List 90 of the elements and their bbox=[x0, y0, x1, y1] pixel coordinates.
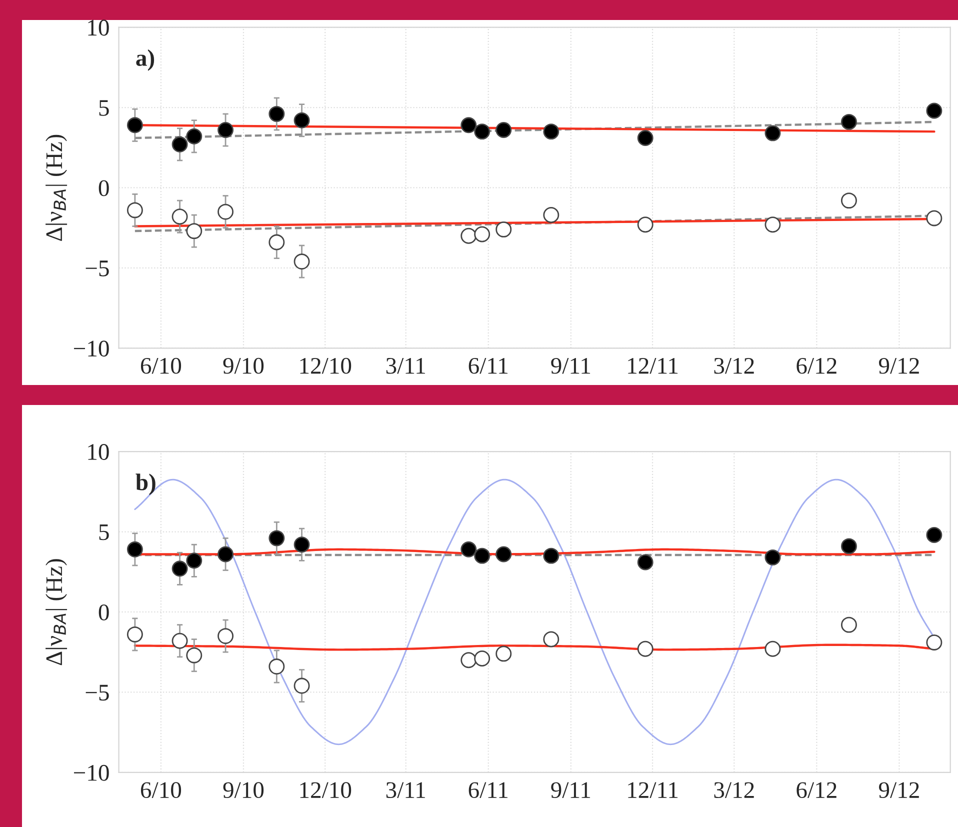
point bbox=[637, 554, 654, 570]
point bbox=[637, 640, 654, 657]
x-tick-label: 9/11 bbox=[551, 782, 590, 798]
x-tick-label: 6/12 bbox=[796, 782, 836, 798]
point bbox=[218, 546, 234, 562]
point bbox=[186, 223, 202, 240]
point bbox=[172, 136, 188, 152]
x-tick-label: 6/10 bbox=[140, 782, 182, 798]
x-tick-label: 9/11 bbox=[551, 358, 590, 374]
point bbox=[840, 192, 857, 209]
point bbox=[186, 128, 202, 144]
point bbox=[926, 526, 942, 543]
point bbox=[268, 234, 285, 250]
point bbox=[840, 114, 857, 130]
y-tick-label: −5 bbox=[86, 684, 109, 701]
y-tick-label: −5 bbox=[86, 260, 109, 276]
point bbox=[764, 549, 781, 566]
point bbox=[268, 106, 285, 122]
point bbox=[186, 647, 202, 664]
x-tick-label: 3/11 bbox=[386, 782, 425, 798]
x-tick-label: 3/12 bbox=[714, 358, 754, 374]
point bbox=[460, 228, 477, 244]
point bbox=[268, 530, 285, 546]
point bbox=[840, 538, 857, 554]
point bbox=[543, 548, 560, 564]
point bbox=[926, 634, 942, 650]
point bbox=[764, 640, 781, 657]
point bbox=[294, 536, 310, 553]
y-tick-label: 10 bbox=[88, 20, 109, 36]
y-tick-label: −10 bbox=[74, 764, 109, 781]
point bbox=[543, 631, 560, 648]
point bbox=[460, 117, 477, 134]
point bbox=[637, 216, 654, 233]
point bbox=[126, 202, 143, 218]
point bbox=[126, 541, 143, 558]
annotation: b) bbox=[136, 474, 156, 496]
point bbox=[294, 112, 310, 128]
y-axis-title: Δ|ν$_{BA}$| (Hz) bbox=[46, 134, 68, 241]
point bbox=[543, 207, 560, 223]
point bbox=[474, 548, 490, 564]
y-tick-label: 10 bbox=[88, 444, 109, 460]
y-tick-label: 0 bbox=[98, 604, 109, 620]
point bbox=[496, 646, 512, 662]
point bbox=[474, 124, 490, 140]
point bbox=[126, 626, 143, 642]
x-tick-label: 6/12 bbox=[796, 358, 836, 374]
point bbox=[218, 204, 234, 220]
x-tick-label: 3/12 bbox=[714, 782, 754, 798]
x-tick-label: 9/10 bbox=[223, 358, 264, 374]
x-tick-label: 6/10 bbox=[140, 358, 182, 374]
x-tick-label: 3/11 bbox=[386, 358, 425, 374]
point bbox=[543, 124, 560, 140]
point bbox=[460, 652, 477, 668]
point bbox=[186, 552, 202, 569]
x-tick-label: 9/12 bbox=[878, 782, 919, 798]
point bbox=[496, 221, 512, 238]
point bbox=[474, 650, 490, 666]
point bbox=[764, 125, 781, 142]
x-tick-label: 9/12 bbox=[878, 358, 919, 374]
x-tick-label: 6/11 bbox=[468, 782, 508, 798]
annotation: a) bbox=[136, 49, 154, 71]
point bbox=[840, 616, 857, 633]
point bbox=[460, 541, 477, 558]
x-tick-label: 9/10 bbox=[223, 782, 264, 798]
point bbox=[268, 658, 285, 675]
y-tick-label: 5 bbox=[99, 100, 109, 116]
point bbox=[496, 546, 512, 562]
point bbox=[764, 216, 781, 233]
y-tick-label: 0 bbox=[98, 180, 109, 196]
point bbox=[926, 210, 942, 226]
point bbox=[294, 254, 310, 270]
point bbox=[172, 208, 188, 225]
point bbox=[218, 122, 234, 138]
x-tick-label: 6/11 bbox=[468, 358, 508, 374]
x-tick-label: 12/10 bbox=[300, 782, 352, 798]
x-tick-label: 12/11 bbox=[628, 782, 678, 798]
point bbox=[172, 560, 188, 577]
point bbox=[172, 632, 188, 649]
y-axis-title: Δ|ν$_{BA}$| (Hz) bbox=[46, 559, 68, 666]
point bbox=[218, 628, 234, 644]
y-tick-label: −10 bbox=[74, 340, 109, 357]
y-tick-label: 5 bbox=[99, 524, 109, 540]
x-tick-label: 12/11 bbox=[628, 358, 678, 374]
point bbox=[926, 102, 942, 119]
point bbox=[637, 130, 654, 146]
point bbox=[474, 226, 490, 242]
point bbox=[126, 117, 143, 134]
x-tick-label: 12/10 bbox=[300, 358, 352, 374]
point bbox=[294, 678, 310, 694]
point bbox=[496, 122, 512, 138]
